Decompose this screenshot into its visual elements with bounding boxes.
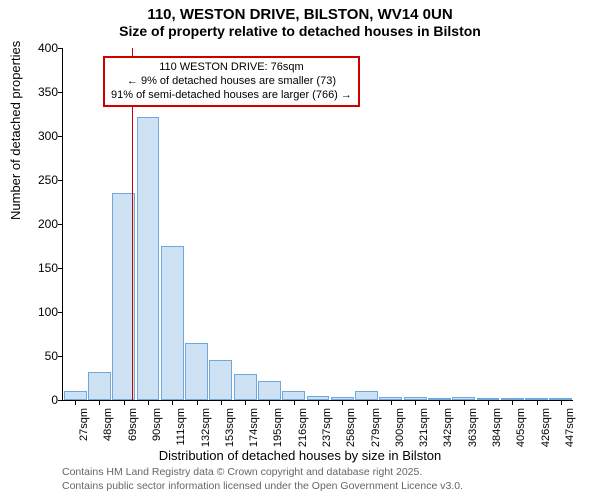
x-tick-mark bbox=[464, 400, 465, 405]
x-tick-label: 279sqm bbox=[370, 408, 382, 447]
x-tick-label: 363sqm bbox=[467, 408, 479, 447]
x-tick-label: 384sqm bbox=[491, 408, 503, 447]
x-tick-label: 405sqm bbox=[515, 408, 527, 447]
y-tick-mark bbox=[58, 180, 63, 181]
x-tick-label: 300sqm bbox=[394, 408, 406, 447]
y-tick-label: 400 bbox=[38, 41, 58, 55]
bar bbox=[64, 391, 87, 400]
y-tick-mark bbox=[58, 400, 63, 401]
annotation-box: 110 WESTON DRIVE: 76sqm← 9% of detached … bbox=[103, 56, 360, 107]
y-tick-label: 150 bbox=[38, 261, 58, 275]
y-tick-label: 100 bbox=[38, 305, 58, 319]
x-tick-label: 27sqm bbox=[78, 408, 90, 441]
y-tick-mark bbox=[58, 92, 63, 93]
x-tick-label: 237sqm bbox=[321, 408, 333, 447]
x-tick-mark bbox=[367, 400, 368, 405]
x-tick-mark bbox=[342, 400, 343, 405]
bar bbox=[355, 391, 378, 400]
y-tick-mark bbox=[58, 136, 63, 137]
x-tick-mark bbox=[537, 400, 538, 405]
x-tick-mark bbox=[148, 400, 149, 405]
footer-attribution: Contains HM Land Registry data © Crown c… bbox=[62, 466, 463, 493]
bar bbox=[88, 372, 111, 400]
x-tick-label: 426sqm bbox=[540, 408, 552, 447]
x-tick-label: 111sqm bbox=[175, 408, 187, 446]
x-tick-mark bbox=[269, 400, 270, 405]
y-tick-mark bbox=[58, 268, 63, 269]
x-tick-mark bbox=[415, 400, 416, 405]
x-tick-label: 174sqm bbox=[248, 408, 260, 447]
y-tick-label: 200 bbox=[38, 217, 58, 231]
x-tick-mark bbox=[294, 400, 295, 405]
x-tick-label: 195sqm bbox=[272, 408, 284, 447]
x-tick-mark bbox=[561, 400, 562, 405]
x-tick-label: 216sqm bbox=[297, 408, 309, 447]
annotation-line-2: ← 9% of detached houses are smaller (73) bbox=[111, 75, 352, 89]
x-tick-label: 69sqm bbox=[127, 408, 139, 441]
y-tick-label: 50 bbox=[45, 349, 58, 363]
y-tick-mark bbox=[58, 48, 63, 49]
x-tick-label: 447sqm bbox=[564, 408, 576, 447]
x-axis-label: Distribution of detached houses by size … bbox=[0, 448, 600, 463]
x-tick-label: 90sqm bbox=[151, 408, 163, 441]
x-tick-mark bbox=[488, 400, 489, 405]
x-tick-label: 132sqm bbox=[200, 408, 212, 447]
y-tick-mark bbox=[58, 356, 63, 357]
y-tick-label: 250 bbox=[38, 173, 58, 187]
x-tick-mark bbox=[318, 400, 319, 405]
bar bbox=[137, 117, 160, 400]
x-tick-mark bbox=[172, 400, 173, 405]
title-block: 110, WESTON DRIVE, BILSTON, WV14 0UN Siz… bbox=[0, 0, 600, 39]
x-tick-mark bbox=[245, 400, 246, 405]
x-tick-label: 321sqm bbox=[418, 408, 430, 447]
y-tick-mark bbox=[58, 224, 63, 225]
x-tick-mark bbox=[124, 400, 125, 405]
x-tick-mark bbox=[221, 400, 222, 405]
chart-container: 110, WESTON DRIVE, BILSTON, WV14 0UN Siz… bbox=[0, 0, 600, 500]
x-tick-label: 342sqm bbox=[442, 408, 454, 447]
x-tick-mark bbox=[99, 400, 100, 405]
plot-area: 110 WESTON DRIVE: 76sqm← 9% of detached … bbox=[62, 48, 573, 401]
x-tick-mark bbox=[197, 400, 198, 405]
bar bbox=[234, 374, 257, 400]
x-tick-mark bbox=[512, 400, 513, 405]
y-axis-label: Number of detached properties bbox=[8, 41, 23, 220]
bar bbox=[185, 343, 208, 400]
footer-line-1: Contains HM Land Registry data © Crown c… bbox=[62, 466, 463, 480]
annotation-line-3: 91% of semi-detached houses are larger (… bbox=[111, 89, 352, 103]
x-tick-label: 153sqm bbox=[224, 408, 236, 447]
x-tick-mark bbox=[391, 400, 392, 405]
x-tick-label: 48sqm bbox=[102, 408, 114, 441]
y-tick-label: 300 bbox=[38, 129, 58, 143]
bar bbox=[161, 246, 184, 400]
x-tick-label: 258sqm bbox=[345, 408, 357, 447]
annotation-line-1: 110 WESTON DRIVE: 76sqm bbox=[111, 61, 352, 75]
y-tick-label: 350 bbox=[38, 85, 58, 99]
y-tick-label: 0 bbox=[51, 393, 58, 407]
title-line-1: 110, WESTON DRIVE, BILSTON, WV14 0UN bbox=[0, 6, 600, 23]
bar bbox=[258, 381, 281, 400]
title-line-2: Size of property relative to detached ho… bbox=[0, 23, 600, 39]
y-tick-mark bbox=[58, 312, 63, 313]
bar bbox=[209, 360, 232, 400]
bar bbox=[282, 391, 305, 400]
footer-line-2: Contains public sector information licen… bbox=[62, 480, 463, 494]
x-tick-mark bbox=[75, 400, 76, 405]
x-tick-mark bbox=[439, 400, 440, 405]
